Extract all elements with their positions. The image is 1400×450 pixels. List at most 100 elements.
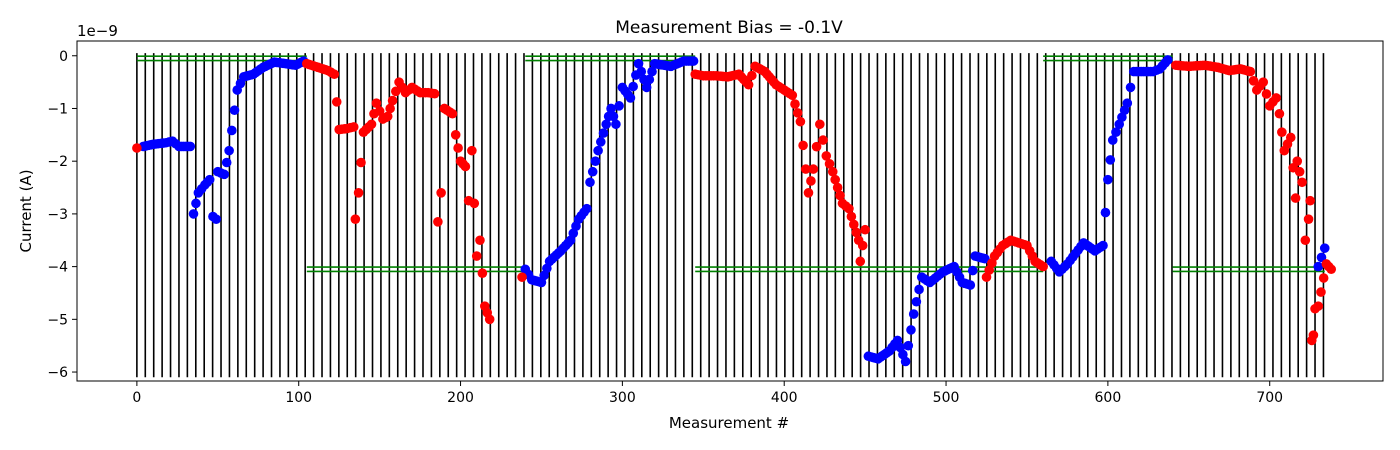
data-point	[585, 177, 595, 188]
data-point	[647, 66, 657, 77]
data-point	[636, 66, 647, 77]
data-point	[821, 151, 832, 161]
data-point	[447, 108, 458, 119]
data-point	[1308, 330, 1319, 340]
data-point	[1313, 261, 1324, 272]
data-point	[747, 70, 757, 81]
x-tick-label: 600	[1095, 390, 1122, 406]
data-point	[429, 88, 440, 99]
data-point	[857, 240, 868, 251]
data-point	[1285, 132, 1296, 143]
series-1	[138, 55, 1330, 367]
data-point	[628, 81, 638, 92]
data-point	[798, 140, 808, 151]
x-tick-label: 400	[771, 390, 798, 406]
y-tick-label: −6	[47, 365, 68, 381]
data-point	[1248, 76, 1259, 86]
data-point	[433, 217, 443, 227]
data-point	[348, 122, 359, 132]
y-tick-label: 0	[59, 49, 68, 65]
data-point	[1297, 177, 1307, 188]
data-point	[484, 314, 495, 325]
data-point	[191, 198, 201, 209]
data-point	[1103, 174, 1113, 185]
y-tick-label: −2	[47, 154, 68, 170]
data-point	[229, 105, 240, 116]
data-point	[844, 203, 854, 214]
reference-segment	[525, 55, 696, 62]
data-point	[382, 111, 393, 122]
data-point	[329, 69, 340, 80]
y-tick-label: −3	[47, 207, 68, 223]
data-point	[860, 224, 870, 235]
x-tick-label: 700	[1256, 390, 1283, 406]
data-point	[587, 166, 598, 177]
data-point	[601, 119, 611, 130]
data-point	[590, 156, 601, 166]
data-point	[1100, 207, 1111, 218]
data-point	[581, 203, 592, 214]
y-tick-label: −5	[47, 312, 68, 328]
data-point	[598, 128, 609, 138]
data-point	[1300, 235, 1311, 246]
data-point	[830, 174, 840, 185]
data-point	[967, 265, 978, 276]
reference-segment	[1043, 55, 1173, 62]
data-point	[185, 141, 196, 152]
data-point	[846, 211, 857, 222]
data-point	[903, 340, 914, 351]
data-point	[625, 93, 636, 103]
data-point	[1316, 287, 1326, 297]
data-point	[1122, 98, 1133, 108]
data-point	[644, 74, 655, 85]
data-point	[790, 99, 800, 109]
data-point	[811, 141, 822, 152]
data-point	[132, 143, 142, 153]
data-point	[219, 169, 230, 180]
x-tick-label: 300	[609, 390, 636, 406]
data-point	[469, 198, 480, 209]
data-point	[371, 98, 382, 108]
reference-segment	[1172, 266, 1325, 273]
y-tick-label: −1	[47, 101, 68, 117]
data-point	[1038, 261, 1048, 272]
reference-segment	[306, 266, 526, 273]
data-point	[593, 145, 603, 156]
data-point	[453, 143, 463, 153]
data-point	[385, 103, 395, 114]
data-point	[224, 145, 234, 156]
data-point	[806, 176, 816, 186]
y-tick-label: −4	[47, 260, 68, 276]
data-point	[1245, 66, 1256, 77]
data-point	[815, 119, 825, 130]
data-point	[911, 296, 922, 307]
data-point	[1313, 301, 1324, 311]
data-point	[787, 90, 798, 101]
data-point	[227, 125, 237, 136]
data-point	[606, 103, 616, 114]
data-point	[471, 251, 482, 261]
data-point	[1318, 273, 1329, 283]
series-2	[132, 58, 1337, 346]
data-point	[221, 157, 232, 168]
x-tick-label: 500	[933, 390, 960, 406]
data-point	[450, 130, 461, 140]
data-point	[608, 111, 619, 122]
data-point	[851, 227, 862, 238]
data-point	[800, 164, 811, 174]
data-point	[477, 268, 488, 279]
data-point	[832, 182, 843, 193]
data-point	[460, 161, 471, 172]
data-point	[1319, 243, 1330, 253]
data-point	[803, 188, 814, 198]
data-point	[1261, 89, 1272, 99]
data-point	[596, 137, 606, 147]
data-point	[1305, 195, 1315, 206]
x-tick-label: 100	[285, 390, 312, 406]
data-point	[792, 108, 803, 118]
data-point	[1326, 264, 1337, 275]
data-point	[1303, 214, 1314, 224]
data-point	[633, 58, 644, 69]
data-point	[517, 272, 527, 282]
